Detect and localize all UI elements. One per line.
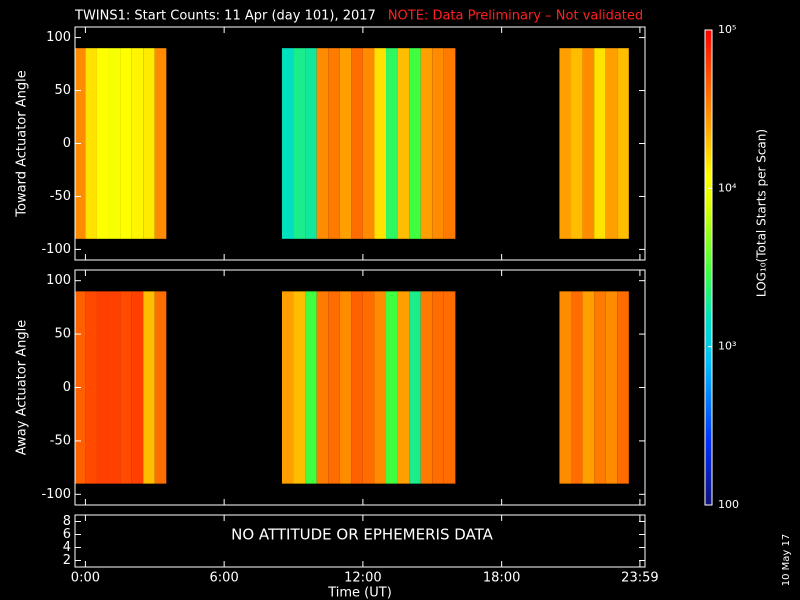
heatmap-cell <box>559 48 572 239</box>
colorbar <box>704 29 713 506</box>
heatmap-cell <box>108 291 121 484</box>
y-tick-label: 6 <box>63 527 71 542</box>
colorbar-tick-label: 100 <box>718 498 739 511</box>
y-tick-label: -50 <box>50 189 71 204</box>
heatmap-cell <box>293 291 306 484</box>
heatmap-cell <box>85 291 97 484</box>
y-tick-label: 0 <box>63 136 71 151</box>
y-tick-label: 2 <box>63 553 71 568</box>
heatmap-cell <box>617 48 629 239</box>
x-tick-label: 18:00 <box>483 571 520 586</box>
y-tick-label: 50 <box>54 327 71 342</box>
y-tick-label: 100 <box>46 273 71 288</box>
colorbar-label: LOG₁₀(Total Starts per Scan) <box>755 129 769 297</box>
heatmap-cell <box>386 48 398 239</box>
heatmap-cell <box>305 291 317 484</box>
heatmap-cell <box>154 291 167 484</box>
heatmap-cell <box>443 291 456 484</box>
heatmap-cell <box>143 291 155 484</box>
colorbar-tick-label: 10³ <box>718 340 736 353</box>
heatmap-cell <box>559 291 572 484</box>
colorbar-tick-label: 10⁵ <box>718 23 736 36</box>
heatmap-cell <box>281 48 294 239</box>
heatmap-cell <box>143 48 155 239</box>
y-tick-label: -50 <box>50 433 71 448</box>
heatmap-cell <box>432 48 444 239</box>
heatmap-cell <box>605 291 618 484</box>
side-label: 10 May 17 <box>781 534 792 586</box>
heatmap-cell <box>131 291 144 484</box>
plot-frame <box>74 514 646 568</box>
y-tick-label: 50 <box>54 83 71 98</box>
x-tick-label: 12:00 <box>344 571 381 586</box>
heatmap-cell <box>386 291 398 484</box>
y-tick-label: -100 <box>41 487 71 502</box>
heatmap-cell <box>420 291 433 484</box>
heatmap-cell <box>351 291 363 484</box>
heatmap-cell <box>328 291 340 484</box>
heatmap-cell <box>432 291 444 484</box>
x-axis-label: Time (UT) <box>327 586 392 600</box>
y-axis-label: Toward Actuator Angle <box>15 70 30 217</box>
heatmap-cell <box>594 48 606 239</box>
heatmap-cell <box>316 291 329 484</box>
colorbar-tick-label: 10⁴ <box>718 181 737 194</box>
x-tick-label: 6:00 <box>210 571 239 586</box>
heatmap-cell <box>85 48 97 239</box>
heatmap-cell <box>154 48 167 239</box>
y-axis-label: Away Actuator Angle <box>15 320 30 455</box>
heatmap-cell <box>374 48 387 239</box>
heatmap-cell <box>339 48 352 239</box>
heatmap-cell <box>120 291 132 484</box>
y-tick-label: 100 <box>46 30 71 45</box>
annotation: NO ATTITUDE OR EPHEMERIS DATA <box>231 526 494 544</box>
heatmap-cell <box>281 291 294 484</box>
heatmap-cell <box>293 48 306 239</box>
heatmap-cell <box>131 48 144 239</box>
heatmap-cell <box>96 48 109 239</box>
heatmap-cell <box>362 291 375 484</box>
y-tick-label: 4 <box>63 540 71 555</box>
y-tick-label: 8 <box>63 514 71 529</box>
note: NOTE: Data Preliminary – Not validated <box>388 9 643 24</box>
heatmap-cell <box>409 291 421 484</box>
y-tick-label: 0 <box>63 380 71 395</box>
heatmap-cell <box>362 48 375 239</box>
heatmap-cell <box>617 291 629 484</box>
heatmap-cell <box>351 48 363 239</box>
heatmap-cell <box>594 291 606 484</box>
heatmap-cell <box>374 291 387 484</box>
heatmap-cell <box>316 48 329 239</box>
heatmap-cell <box>420 48 433 239</box>
heatmap-cell <box>409 48 421 239</box>
heatmap-cell <box>96 291 109 484</box>
heatmap-cell <box>120 48 132 239</box>
heatmap-cell <box>582 48 595 239</box>
heatmap-cell <box>582 291 595 484</box>
heatmap-cell <box>305 48 317 239</box>
heatmap-cell <box>328 48 340 239</box>
heatmap-cell <box>339 291 352 484</box>
y-tick-label: -100 <box>41 242 71 257</box>
heatmap-cell <box>571 48 583 239</box>
heatmap-cell <box>108 48 121 239</box>
heatmap-cell <box>397 48 410 239</box>
heatmap-cell <box>397 291 410 484</box>
x-tick-label: 0:00 <box>71 571 100 586</box>
heatmap-cell <box>605 48 618 239</box>
x-tick-label: 23:59 <box>621 571 658 586</box>
heatmap-cell <box>443 48 456 239</box>
title: TWINS1: Start Counts: 11 Apr (day 101), … <box>74 9 376 24</box>
heatmap-cell <box>571 291 583 484</box>
